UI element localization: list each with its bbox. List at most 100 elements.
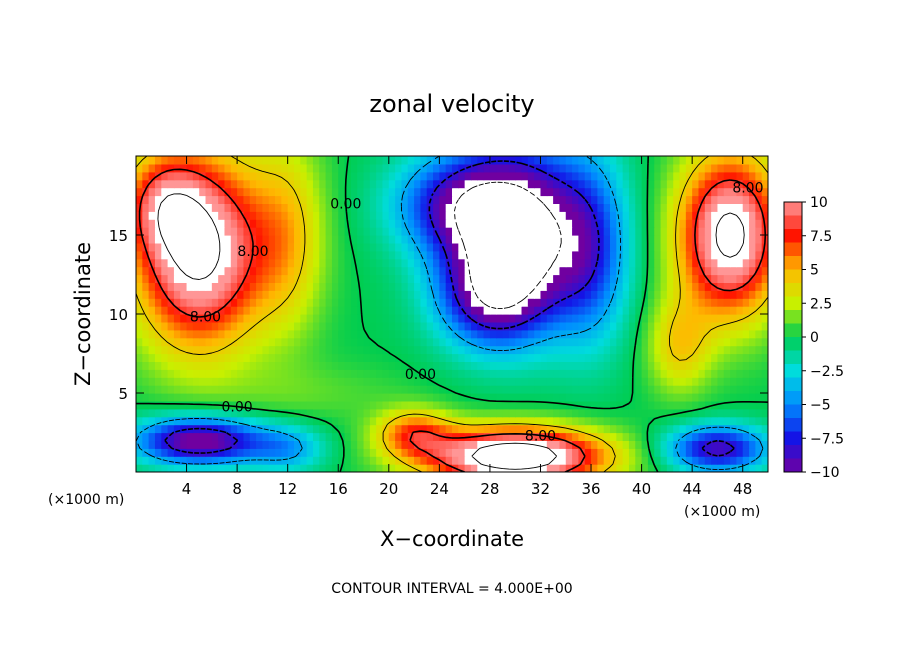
heatmap-cell (578, 408, 586, 418)
heatmap-cell (553, 314, 561, 323)
heatmap-cell (237, 393, 245, 402)
heatmap-cell (142, 219, 150, 228)
heatmap-cell (357, 258, 365, 268)
heatmap-cell (294, 369, 301, 378)
heatmap-cell (610, 353, 617, 362)
heatmap-cell (344, 242, 352, 252)
heatmap-cell (755, 235, 763, 244)
heatmap-cell (395, 258, 403, 268)
heatmap-cell (420, 250, 428, 260)
heatmap-cell (199, 408, 207, 418)
heatmap-cell (546, 456, 554, 465)
heatmap-cell (401, 337, 409, 347)
heatmap-cell (357, 179, 365, 189)
heatmap-cell (736, 250, 744, 260)
heatmap-cell (218, 369, 226, 378)
heatmap-cell (622, 258, 630, 268)
heatmap-cell (445, 203, 453, 212)
heatmap-cell (186, 345, 194, 355)
heatmap-cell (281, 156, 289, 165)
heatmap-cell (376, 314, 384, 323)
heatmap-cell (660, 219, 668, 228)
heatmap-cell (439, 337, 447, 347)
heatmap-cell (635, 179, 643, 189)
heatmap-cell (161, 156, 169, 165)
heatmap-cell (540, 345, 548, 355)
heatmap-cell (300, 416, 308, 426)
heatmap-cell (603, 211, 611, 220)
heatmap-cell (692, 179, 700, 189)
heatmap-cell (597, 179, 605, 189)
heatmap-cell (306, 345, 314, 355)
heatmap-cell (584, 456, 592, 465)
heatmap-cell (483, 377, 491, 386)
heatmap-cell (489, 250, 497, 260)
heatmap-cell (553, 235, 561, 244)
heatmap-cell (540, 448, 548, 457)
heatmap-cell (401, 250, 409, 260)
heatmap-cell (192, 456, 200, 465)
heatmap-cell (515, 290, 523, 299)
heatmap-cell (433, 345, 440, 355)
heatmap-cell (489, 385, 497, 394)
heatmap-cell (376, 235, 384, 244)
heatmap-cell (489, 219, 497, 228)
heatmap-cell (641, 321, 649, 331)
heatmap-cell (262, 235, 270, 244)
heatmap-cell (388, 456, 396, 465)
heatmap-cell (237, 179, 245, 189)
heatmap-cell (211, 290, 219, 299)
heatmap-cell (363, 314, 371, 323)
heatmap-cell (142, 179, 150, 189)
heatmap-cell (673, 274, 681, 283)
heatmap-cell (698, 416, 706, 426)
heatmap-cell (534, 242, 542, 252)
heatmap-cell (654, 163, 662, 173)
colorbar-swatch (784, 283, 802, 297)
heatmap-cell (224, 219, 232, 228)
heatmap-cell (749, 464, 756, 472)
heatmap-cell (439, 321, 447, 331)
heatmap-cell (527, 345, 535, 355)
heatmap-cell (407, 361, 415, 370)
heatmap-cell (717, 290, 725, 299)
heatmap-cell (420, 314, 428, 323)
heatmap-cell (597, 377, 605, 386)
heatmap-cell (344, 306, 352, 315)
heatmap-cell (249, 377, 257, 386)
heatmap-cell (698, 250, 706, 260)
heatmap-cell (603, 250, 611, 260)
heatmap-cell (395, 369, 403, 378)
heatmap-cell (388, 369, 396, 378)
heatmap-cell (534, 187, 542, 197)
heatmap-cell (673, 464, 681, 472)
heatmap-cell (154, 432, 162, 441)
heatmap-cell (433, 298, 440, 307)
heatmap-cell (395, 274, 403, 283)
heatmap-cell (489, 306, 497, 315)
heatmap-cell (218, 195, 226, 204)
heatmap-cell (136, 163, 143, 173)
heatmap-cell (597, 321, 605, 331)
heatmap-cell (761, 211, 768, 220)
colorbar-swatch (784, 458, 802, 473)
heatmap-cell (192, 203, 200, 212)
heatmap-cell (312, 266, 320, 276)
colorbar-swatch (784, 215, 802, 230)
heatmap-cell (382, 171, 390, 181)
heatmap-cell (515, 321, 523, 331)
heatmap-cell (553, 179, 561, 189)
heatmap-cell (723, 266, 731, 276)
heatmap-cell (553, 227, 561, 236)
heatmap-cell (666, 274, 674, 283)
heatmap-cell (666, 369, 674, 378)
heatmap-cell (249, 171, 257, 181)
heatmap-cell (363, 456, 371, 465)
heatmap-cell (578, 235, 586, 244)
heatmap-cell (452, 456, 459, 465)
heatmap-cell (388, 408, 396, 418)
heatmap-cell (711, 195, 719, 204)
heatmap-cell (572, 258, 579, 268)
heatmap-cell (660, 353, 668, 362)
heatmap-cell (515, 274, 523, 283)
